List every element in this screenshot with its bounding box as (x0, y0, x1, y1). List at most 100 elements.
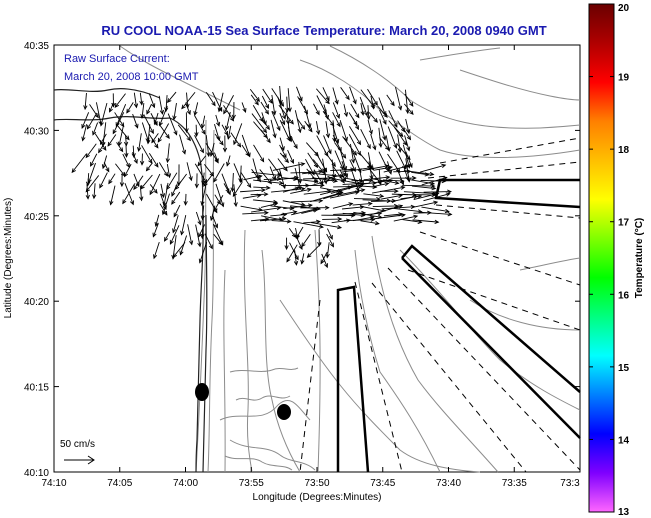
current-vector (332, 112, 341, 128)
current-vector (198, 224, 206, 238)
current-vector (300, 253, 305, 265)
current-vector (286, 244, 298, 263)
current-vector (366, 105, 371, 121)
current-vector (287, 149, 295, 165)
current-vector (259, 169, 272, 185)
current-vector (421, 206, 450, 214)
current-vector (322, 87, 330, 102)
current-vector (241, 102, 247, 113)
current-vector (411, 185, 437, 191)
current-vector (360, 220, 380, 226)
current-vector (166, 172, 178, 191)
current-vector (288, 227, 297, 238)
current-vector (293, 221, 324, 229)
current-vector (323, 135, 332, 155)
colorbar-tick-label: 15 (618, 363, 630, 374)
current-vector (140, 174, 153, 190)
current-vector (367, 88, 378, 106)
current-vector (221, 124, 229, 136)
current-vector (349, 125, 362, 146)
current-vector (368, 112, 378, 123)
current-vector (241, 144, 250, 157)
current-vector (81, 112, 90, 129)
current-vector (112, 112, 125, 135)
polygon-east (434, 178, 581, 209)
current-vector (111, 93, 116, 108)
current-vector (153, 241, 160, 260)
colorbar-tick-label: 19 (618, 73, 630, 84)
current-vector (323, 192, 342, 200)
current-vector (200, 215, 205, 240)
current-vector (251, 171, 283, 178)
current-vector (148, 152, 159, 168)
current-vector (294, 110, 302, 134)
current-vector (226, 125, 232, 140)
current-vector (334, 142, 347, 159)
current-vector (325, 242, 330, 259)
current-vector (103, 162, 110, 173)
current-vector (260, 202, 279, 208)
current-vector (403, 103, 414, 116)
current-vector (137, 133, 142, 152)
current-vector (371, 185, 406, 194)
current-vector (400, 194, 423, 200)
current-vector (352, 215, 375, 222)
current-vector (383, 212, 404, 217)
current-vector (301, 233, 311, 248)
current-vector (139, 185, 144, 202)
current-vector (108, 102, 114, 113)
current-vector (101, 155, 108, 170)
current-vector (108, 173, 116, 185)
current-vector (370, 133, 377, 151)
current-vector (411, 171, 430, 177)
current-vector (332, 87, 339, 105)
colorbar-tick-label: 20 (618, 3, 630, 14)
current-vector (166, 164, 172, 179)
current-vector (133, 175, 144, 191)
current-vector (300, 205, 330, 210)
current-vector (388, 110, 398, 128)
current-vector (371, 181, 390, 188)
current-vector (363, 175, 391, 181)
current-vector (370, 95, 376, 110)
current-vector (132, 113, 139, 129)
current-vector (232, 182, 243, 198)
x-tick-label: 74:05 (107, 478, 132, 489)
current-vector (282, 186, 300, 193)
current-vector (200, 205, 205, 221)
current-vector (81, 124, 88, 142)
current-vector (421, 211, 453, 217)
current-vector (119, 173, 125, 188)
current-vector (326, 233, 334, 248)
x-axis-label: Longitude (Degrees:Minutes) (253, 492, 382, 503)
current-vector (261, 95, 269, 110)
current-vector (402, 127, 412, 141)
colorbar-tick-label: 17 (618, 218, 630, 229)
current-vector (179, 235, 188, 256)
current-vector (377, 105, 388, 118)
scale-vector (64, 455, 95, 465)
current-vector (149, 173, 161, 196)
current-vector (238, 165, 243, 184)
current-vector (386, 94, 395, 107)
current-vector (322, 217, 343, 222)
current-vector (249, 89, 260, 102)
current-vector (203, 172, 215, 187)
current-vector (186, 162, 193, 182)
current-vector (151, 133, 159, 144)
current-vector (231, 102, 236, 120)
y-axis: 40:35 40:30 40:25 40:20 40:15 40:10 (24, 41, 580, 479)
y-tick-label: 40:20 (24, 297, 49, 308)
current-vector (250, 192, 269, 197)
current-vector (304, 105, 312, 129)
current-vector (405, 118, 411, 135)
x-axis: 74:10 74:05 74:00 73:55 73:50 73:45 73:40 73:35… (41, 45, 581, 489)
current-vector (149, 184, 158, 194)
current-vector (253, 144, 265, 163)
current-vector (85, 175, 100, 193)
current-vector (187, 224, 194, 246)
y-tick-label: 40:30 (24, 126, 49, 137)
current-vector (213, 195, 224, 212)
polygon-wedge-lower (401, 257, 581, 439)
current-vector (390, 175, 417, 181)
